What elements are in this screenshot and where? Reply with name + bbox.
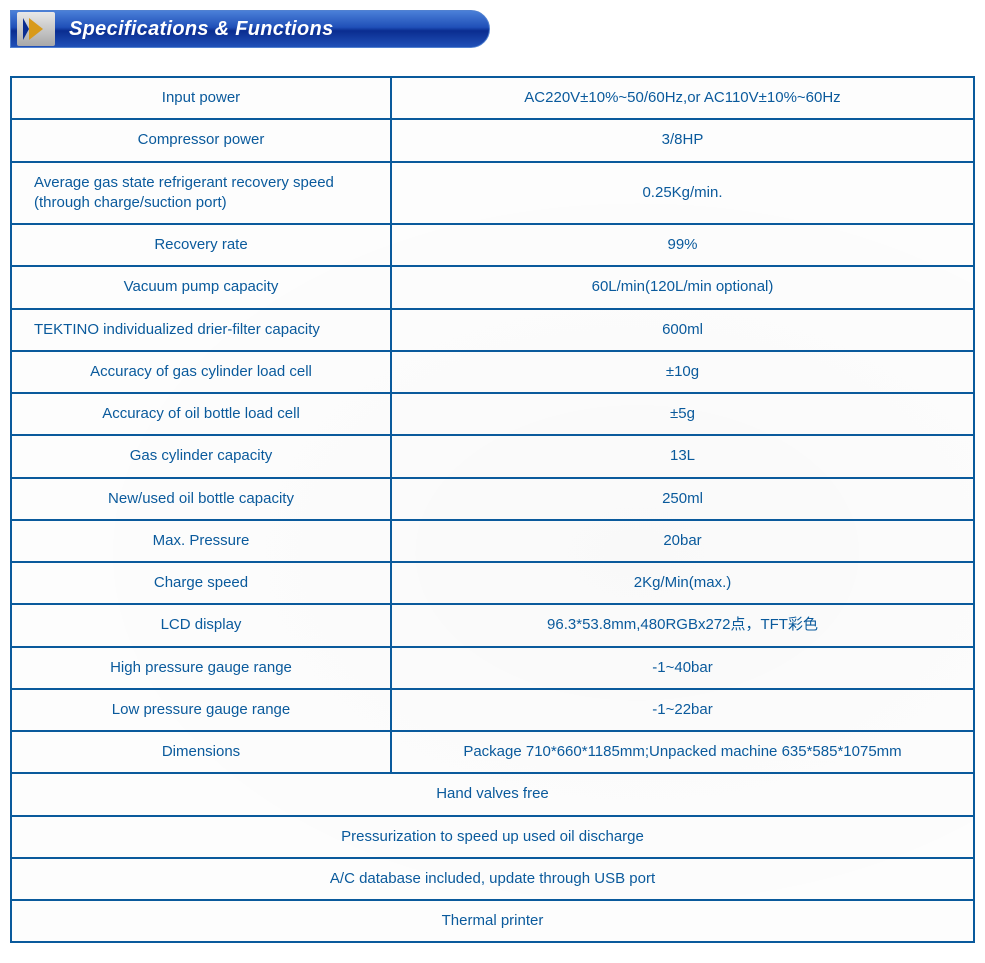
spec-row: Low pressure gauge range-1~22bar [11, 689, 974, 731]
spec-row: DimensionsPackage 710*660*1185mm;Unpacke… [11, 731, 974, 773]
spec-row: Compressor power3/8HP [11, 119, 974, 161]
feature-text: A/C database included, update through US… [11, 858, 974, 900]
spec-value: AC220V±10%~50/60Hz,or AC110V±10%~60Hz [391, 77, 974, 119]
spec-table-wrap: Input powerAC220V±10%~50/60Hz,or AC110V±… [10, 76, 975, 943]
spec-row: Accuracy of oil bottle load cell±5g [11, 393, 974, 435]
spec-label: Compressor power [11, 119, 391, 161]
spec-label: Input power [11, 77, 391, 119]
spec-row: Gas cylinder capacity13L [11, 435, 974, 477]
feature-text: Hand valves free [11, 773, 974, 815]
spec-row: Accuracy of gas cylinder load cell±10g [11, 351, 974, 393]
spec-label: Charge speed [11, 562, 391, 604]
spec-row: Recovery rate99% [11, 224, 974, 266]
spec-row: Max. Pressure20bar [11, 520, 974, 562]
feature-row: Pressurization to speed up used oil disc… [11, 816, 974, 858]
spec-label: LCD display [11, 604, 391, 646]
spec-label: Gas cylinder capacity [11, 435, 391, 477]
spec-value: 0.25Kg/min. [391, 162, 974, 225]
spec-value: 250ml [391, 478, 974, 520]
spec-label: Accuracy of gas cylinder load cell [11, 351, 391, 393]
spec-row: Vacuum pump capacity60L/min(120L/min opt… [11, 266, 974, 308]
section-header: Specifications & Functions [10, 10, 490, 48]
spec-value: 600ml [391, 309, 974, 351]
spec-label: Recovery rate [11, 224, 391, 266]
feature-row: A/C database included, update through US… [11, 858, 974, 900]
spec-label: Dimensions [11, 731, 391, 773]
feature-row: Thermal printer [11, 900, 974, 942]
feature-row: Hand valves free [11, 773, 974, 815]
spec-label: High pressure gauge range [11, 647, 391, 689]
spec-value: 13L [391, 435, 974, 477]
spec-value: 96.3*53.8mm,480RGBx272点，TFT彩色 [391, 604, 974, 646]
spec-row: Input powerAC220V±10%~50/60Hz,or AC110V±… [11, 77, 974, 119]
chevron-icon [17, 12, 55, 46]
spec-label: Average gas state refrigerant recovery s… [11, 162, 391, 225]
spec-table: Input powerAC220V±10%~50/60Hz,or AC110V±… [10, 76, 975, 943]
section-title: Specifications & Functions [69, 18, 334, 41]
spec-row: Charge speed2Kg/Min(max.) [11, 562, 974, 604]
spec-value: -1~40bar [391, 647, 974, 689]
spec-row: High pressure gauge range-1~40bar [11, 647, 974, 689]
spec-row: Average gas state refrigerant recovery s… [11, 162, 974, 225]
spec-label: TEKTINO individualized drier-filter capa… [11, 309, 391, 351]
spec-row: LCD display96.3*53.8mm,480RGBx272点，TFT彩色 [11, 604, 974, 646]
spec-value: 99% [391, 224, 974, 266]
spec-value: -1~22bar [391, 689, 974, 731]
spec-value: ±5g [391, 393, 974, 435]
spec-label: Accuracy of oil bottle load cell [11, 393, 391, 435]
spec-label: Max. Pressure [11, 520, 391, 562]
spec-label: New/used oil bottle capacity [11, 478, 391, 520]
feature-text: Thermal printer [11, 900, 974, 942]
spec-value: 3/8HP [391, 119, 974, 161]
spec-label: Vacuum pump capacity [11, 266, 391, 308]
spec-row: New/used oil bottle capacity250ml [11, 478, 974, 520]
spec-value: Package 710*660*1185mm;Unpacked machine … [391, 731, 974, 773]
spec-row: TEKTINO individualized drier-filter capa… [11, 309, 974, 351]
spec-value: 60L/min(120L/min optional) [391, 266, 974, 308]
spec-value: 2Kg/Min(max.) [391, 562, 974, 604]
spec-label: Low pressure gauge range [11, 689, 391, 731]
feature-text: Pressurization to speed up used oil disc… [11, 816, 974, 858]
spec-value: 20bar [391, 520, 974, 562]
spec-value: ±10g [391, 351, 974, 393]
